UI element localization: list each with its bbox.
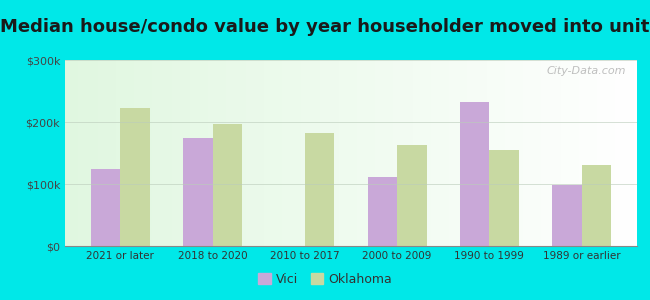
Bar [460,102,489,246]
Bar [183,137,213,246]
Text: Median house/condo value by year householder moved into unit: Median house/condo value by year househo… [0,18,650,36]
Bar [489,150,519,246]
Legend: Vici, Oklahoma: Vici, Oklahoma [254,268,396,291]
Bar [305,133,334,246]
Bar [582,165,611,246]
Text: City-Data.com: City-Data.com [546,66,625,76]
Bar [397,145,426,246]
Bar [91,169,120,246]
Bar [552,185,582,246]
Bar [213,124,242,246]
Bar [120,108,150,246]
Bar [368,177,397,246]
